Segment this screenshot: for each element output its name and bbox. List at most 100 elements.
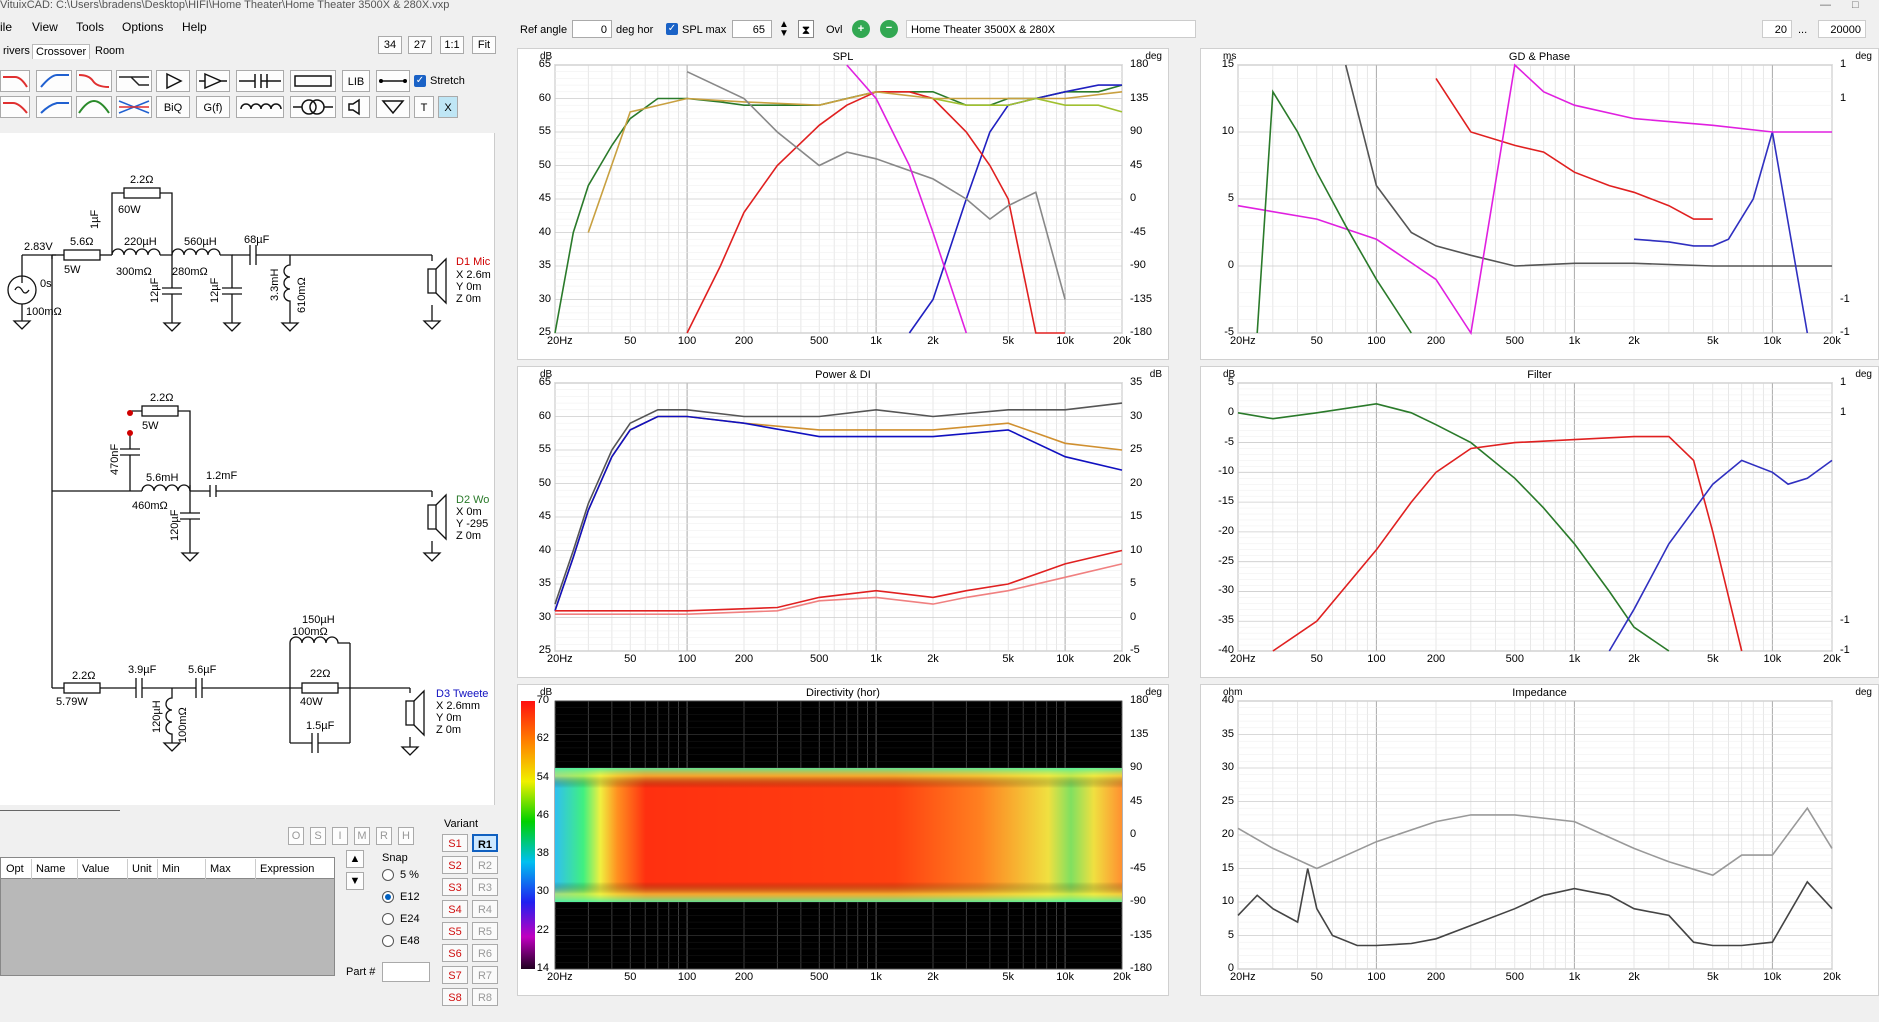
part-number-input[interactable]	[382, 962, 430, 982]
impedance-chart-panel[interactable]: Impedance ohm deg 40 35 30 25 20 15 10 5 0 20Hz 50 100…	[1200, 684, 1879, 996]
freq-min-input[interactable]: 20	[1762, 20, 1792, 38]
variant-s6-button[interactable]: S6	[442, 944, 468, 962]
col-min[interactable]: Min	[158, 859, 206, 879]
variant-r5-button[interactable]: R5	[472, 922, 498, 940]
power-y2-tick: 25	[1130, 443, 1143, 455]
inductor-icon[interactable]	[236, 96, 284, 118]
project-name-field[interactable]: Home Theater 3500X & 280X	[906, 20, 1196, 38]
variant-r1-button[interactable]: R1	[472, 834, 498, 852]
col-expression[interactable]: Expression	[260, 863, 315, 875]
move-down-button[interactable]: ▼	[346, 872, 364, 890]
tab-crossover[interactable]: Crossover	[32, 44, 91, 59]
bandpass-1-button[interactable]	[76, 96, 112, 118]
wire-icon[interactable]	[376, 70, 410, 92]
add-overlay-icon[interactable]: +	[852, 20, 870, 38]
gf-button[interactable]: G(f)	[196, 96, 230, 118]
mini-r-button[interactable]: R	[376, 827, 392, 845]
variant-r8-button[interactable]: R8	[472, 988, 498, 1006]
mini-h-button[interactable]: H	[398, 827, 414, 845]
col-opt[interactable]: Opt	[2, 859, 32, 879]
lib-button[interactable]: LIB	[342, 70, 370, 92]
maximize-icon[interactable]: □	[1852, 0, 1859, 11]
mini-i-button[interactable]: I	[332, 827, 348, 845]
zoom-1to1-button[interactable]: 1:1	[440, 36, 464, 54]
menu-help[interactable]: Help	[182, 20, 207, 34]
col-max[interactable]: Max	[206, 859, 256, 879]
variant-s7-button[interactable]: S7	[442, 966, 468, 984]
ground-icon[interactable]	[376, 96, 410, 118]
variant-s8-button[interactable]: S8	[442, 988, 468, 1006]
variant-r2-button[interactable]: R2	[472, 856, 498, 874]
x-button[interactable]: X	[438, 96, 458, 118]
t-button[interactable]: T	[414, 96, 434, 118]
snap-e48-radio[interactable]	[382, 935, 394, 947]
capacitor-pair-icon[interactable]	[236, 70, 284, 92]
menu-view[interactable]: View	[32, 20, 58, 34]
amplifier-icon[interactable]	[196, 70, 230, 92]
power-chart-panel[interactable]: Power & DI dB dB 65 60 55 50 45 40 35 30 25 35 30 25 20…	[517, 366, 1169, 678]
variant-s3-button[interactable]: S3	[442, 878, 468, 896]
minimize-icon[interactable]: —	[1820, 0, 1831, 11]
spl-max-spinner[interactable]: ▲ ▼	[779, 19, 789, 39]
zoom-34-button[interactable]: 34	[378, 36, 402, 54]
power-y2-tick: 5	[1130, 577, 1137, 589]
variant-r7-button[interactable]: R7	[472, 966, 498, 984]
highpass-1-button[interactable]	[36, 96, 72, 118]
menu-tools[interactable]: Tools	[76, 20, 105, 34]
notch-filter-button[interactable]	[116, 96, 152, 118]
filter-chart-panel[interactable]: Filter dB deg 5 0 -5 -10 -15 -20 -25 -30 -35 -40 1 1 -1…	[1200, 366, 1879, 678]
zoom-fit-button[interactable]: Fit	[472, 36, 496, 54]
spl-max-input[interactable]: 65	[732, 20, 772, 38]
spl-chart-panel[interactable]: SPL dB deg 65 60 55 50 45 40 35 30 25 180 135 90 45 0 -45…	[517, 48, 1169, 360]
hourglass-icon[interactable]: ⧗	[798, 20, 814, 38]
impedance-y-tick: 40	[1221, 694, 1234, 706]
variant-s1-button[interactable]: S1	[442, 834, 468, 852]
variant-r6-button[interactable]: R6	[472, 944, 498, 962]
menu-file[interactable]: ile	[0, 20, 13, 34]
freq-separator: ...	[1798, 24, 1808, 36]
ref-angle-input[interactable]: 0	[572, 20, 612, 38]
speaker-icon[interactable]	[342, 96, 370, 118]
spl-max-checkbox[interactable]: ✓	[666, 23, 678, 35]
biq-button[interactable]: BiQ	[156, 96, 190, 118]
col-value[interactable]: Value	[78, 859, 128, 879]
svg-text:100mΩ: 100mΩ	[26, 306, 62, 318]
directivity-chart-panel[interactable]: Directivity (hor) dB deg 180 135 90 45 0 -45 -90 -…	[517, 684, 1169, 996]
mini-s-button[interactable]: S	[310, 827, 326, 845]
resistor-icon[interactable]	[290, 70, 336, 92]
highpass-filter-button[interactable]	[36, 70, 72, 92]
power-x-tick: 20Hz	[547, 653, 573, 665]
schematic-canvas[interactable]: 2.83V 0s 100mΩ 5.6Ω 5W 2.2Ω 60W 1µF 220µ…	[0, 133, 495, 805]
move-up-button[interactable]: ▲	[346, 850, 364, 868]
zoom-27-button[interactable]: 27	[408, 36, 432, 54]
splitter-line[interactable]	[0, 810, 120, 811]
filter-plot-area	[1237, 382, 1833, 652]
lowpass-filter-button[interactable]	[0, 70, 30, 92]
gd-chart-panel[interactable]: GD & Phase ms deg 15 10 5 0 -5 1 1 -1 -1 20Hz 50 100 20…	[1200, 48, 1879, 360]
col-unit[interactable]: Unit	[128, 859, 158, 879]
variant-s4-button[interactable]: S4	[442, 900, 468, 918]
svg-text:Y 0m: Y 0m	[456, 281, 481, 293]
variant-r4-button[interactable]: R4	[472, 900, 498, 918]
stretch-checkbox[interactable]: ✓	[414, 75, 426, 87]
mini-o-button[interactable]: O	[288, 827, 304, 845]
snap-5pct-radio[interactable]	[382, 869, 394, 881]
snap-e12-radio[interactable]	[382, 891, 394, 903]
variant-s5-button[interactable]: S5	[442, 922, 468, 940]
mini-m-button[interactable]: M	[354, 827, 370, 845]
tab-drivers[interactable]: rivers	[3, 45, 30, 57]
tab-room[interactable]: Room	[95, 45, 125, 57]
shelf-filter-button[interactable]	[116, 70, 152, 92]
freq-max-input[interactable]: 20000	[1818, 20, 1866, 38]
variant-s2-button[interactable]: S2	[442, 856, 468, 874]
bandpass-filter-button[interactable]	[76, 70, 112, 92]
menu-options[interactable]: Options	[122, 20, 164, 34]
variant-r3-button[interactable]: R3	[472, 878, 498, 896]
transformer-icon[interactable]	[290, 96, 336, 118]
remove-overlay-icon[interactable]: −	[880, 20, 898, 38]
lowpass-1-button[interactable]	[0, 96, 30, 118]
impedance-x-tick: 500	[1505, 971, 1524, 983]
snap-e24-radio[interactable]	[382, 913, 394, 925]
col-name[interactable]: Name	[32, 859, 78, 879]
buffer-icon[interactable]	[156, 70, 190, 92]
